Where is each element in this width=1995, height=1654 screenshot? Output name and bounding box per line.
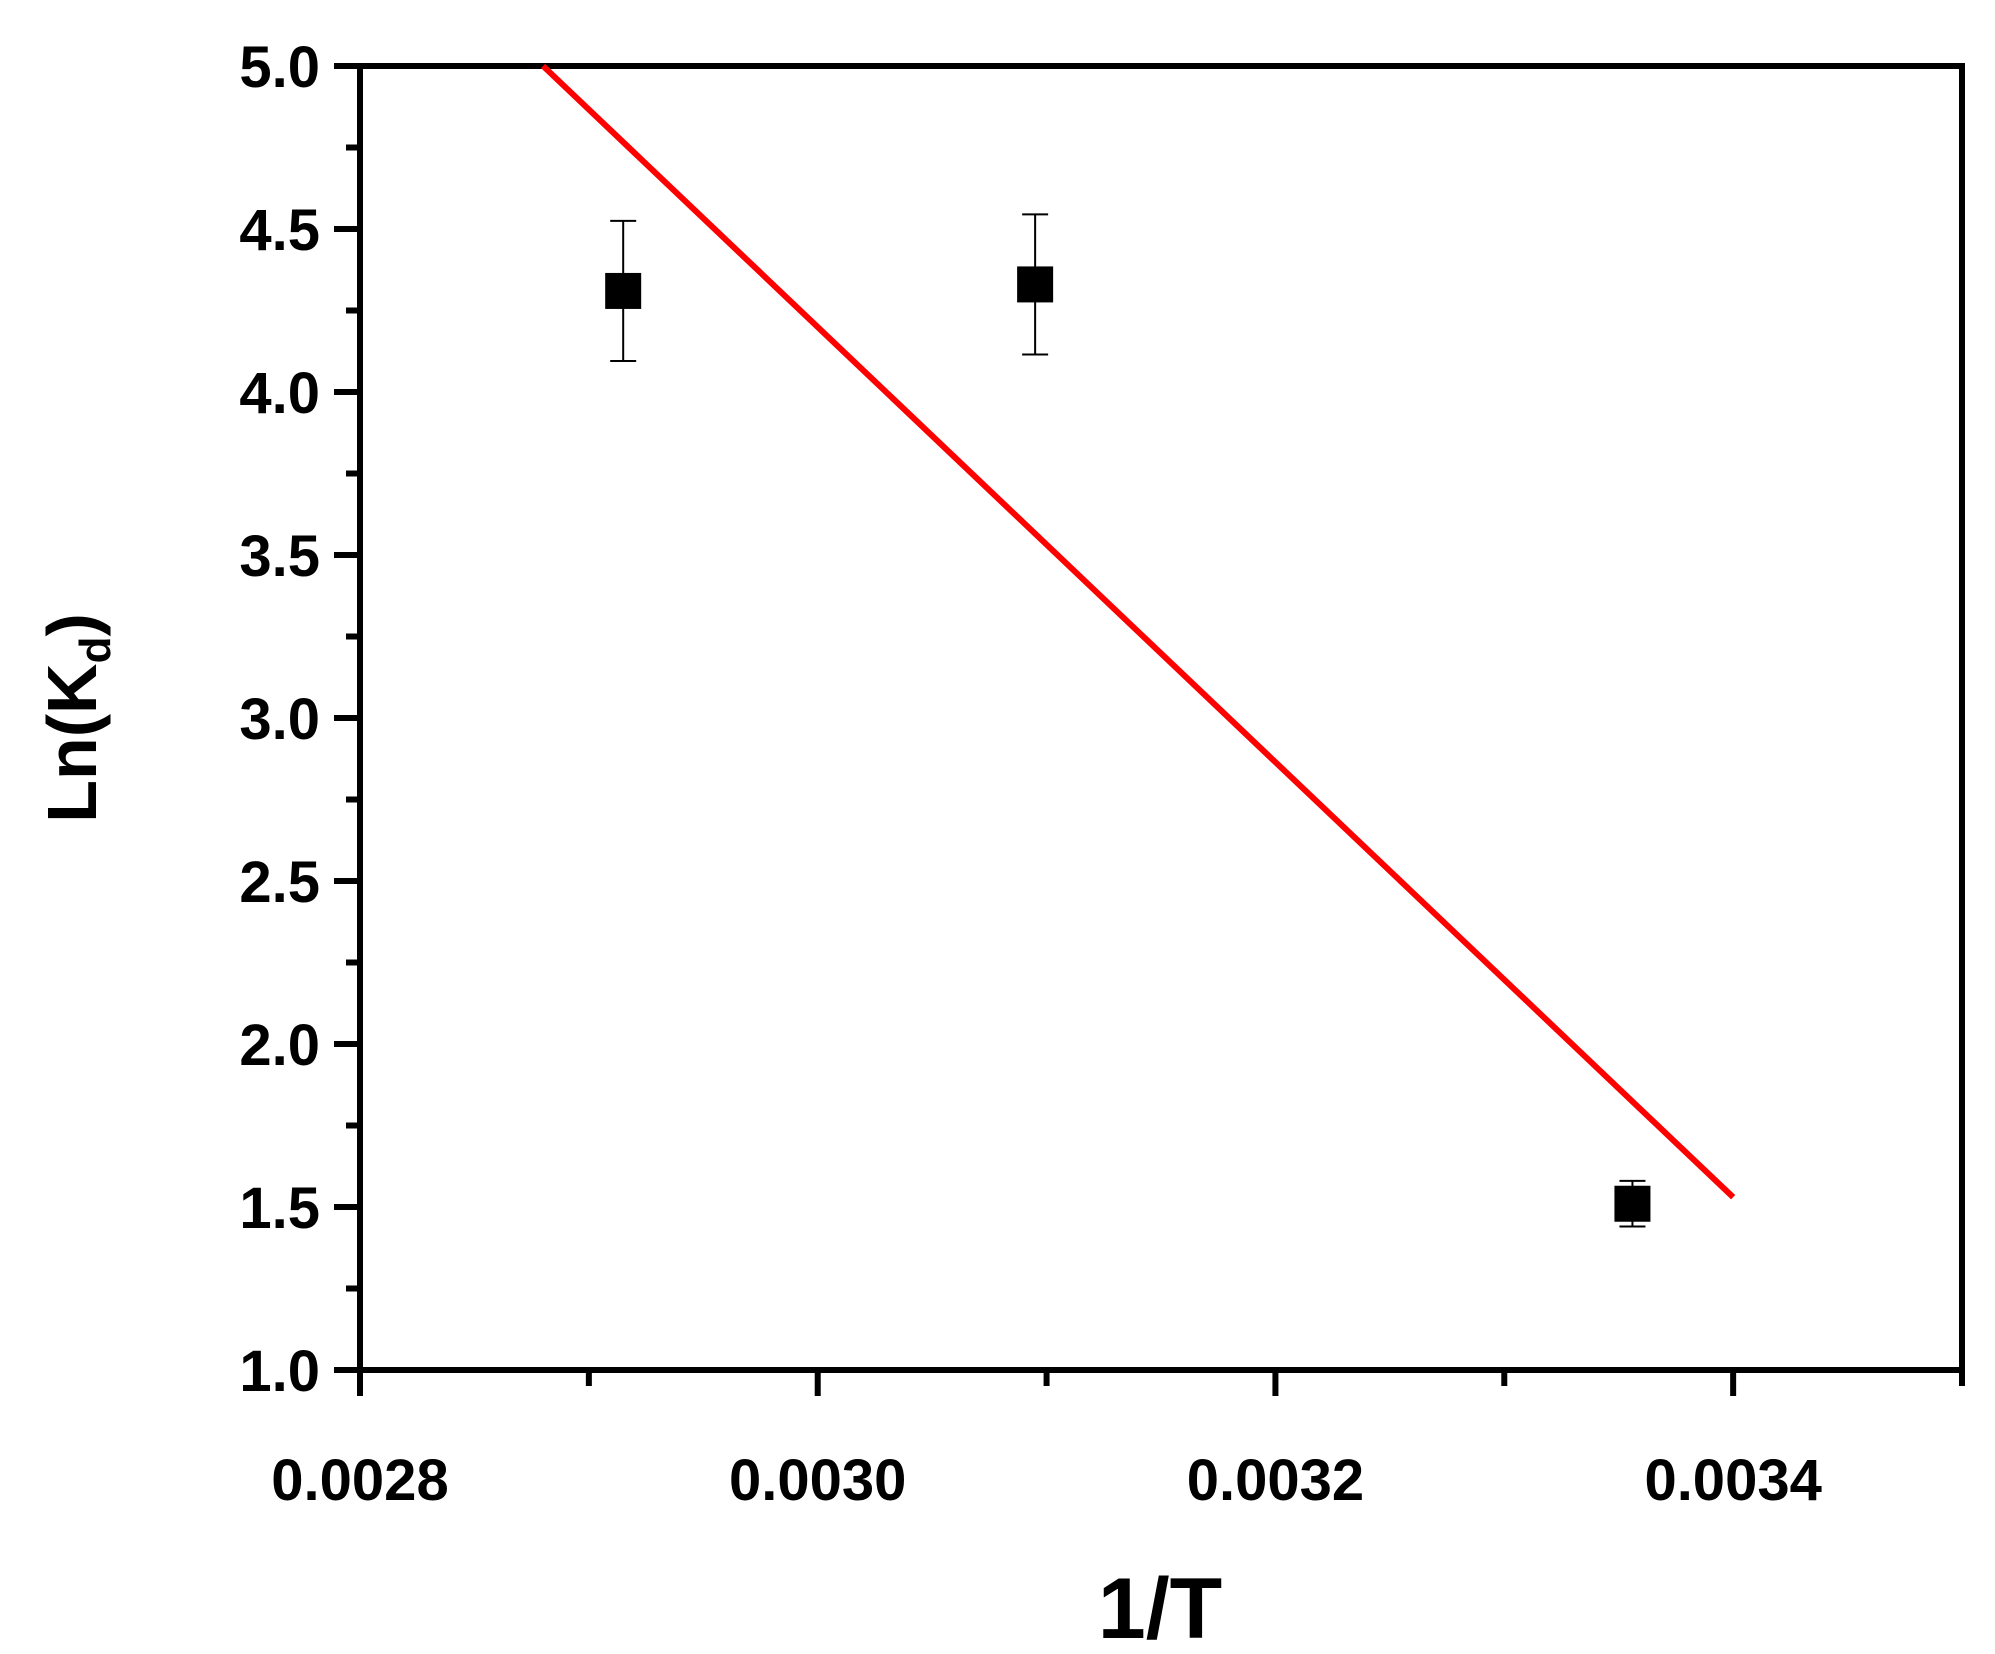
axis-tick-labels: 1.0 1.5 2.0 2.5 3.0 3.5 4.0 4.5 5.0 0.0028 0.0030 0… — [239, 35, 1821, 1513]
data-points-layer — [605, 213, 1651, 1228]
y-tick-label: 4.5 — [239, 198, 320, 263]
data-point — [1614, 1179, 1651, 1228]
x-tick-label: 0.0034 — [1644, 1448, 1821, 1513]
y-tick-label: 1.5 — [239, 1176, 320, 1241]
y-tick-label: 3.5 — [239, 524, 320, 589]
x-tick-label: 0.0030 — [729, 1448, 906, 1513]
plot-frame — [357, 63, 1965, 1373]
x-tick-label: 0.0032 — [1187, 1448, 1364, 1513]
y-tick-label: 2.0 — [239, 1013, 320, 1078]
fit-line-layer — [541, 63, 1736, 1200]
y-tick-label: 5.0 — [239, 35, 320, 100]
data-point — [605, 219, 642, 363]
data-point — [1017, 213, 1054, 356]
y-tick-label: 2.5 — [239, 850, 320, 915]
data-point-marker — [1614, 1185, 1651, 1222]
fit-line — [541, 63, 1736, 1200]
data-point-marker — [1017, 266, 1054, 303]
x-tick-label: 0.0028 — [271, 1448, 448, 1513]
x-axis-title: 1/T — [1098, 1561, 1222, 1654]
y-tick-label: 4.0 — [239, 361, 320, 426]
y-tick-label: 3.0 — [239, 687, 320, 752]
y-axis-title-subscript: d — [71, 637, 120, 664]
y-axis-title-close: ) — [33, 613, 111, 636]
y-axis-title-main: Ln(K — [33, 663, 111, 822]
y-tick-label: 1.0 — [239, 1339, 320, 1404]
data-point-marker — [605, 272, 642, 309]
y-axis-title: Ln(Kd) — [33, 613, 120, 823]
axis-ticks — [334, 63, 1965, 1396]
